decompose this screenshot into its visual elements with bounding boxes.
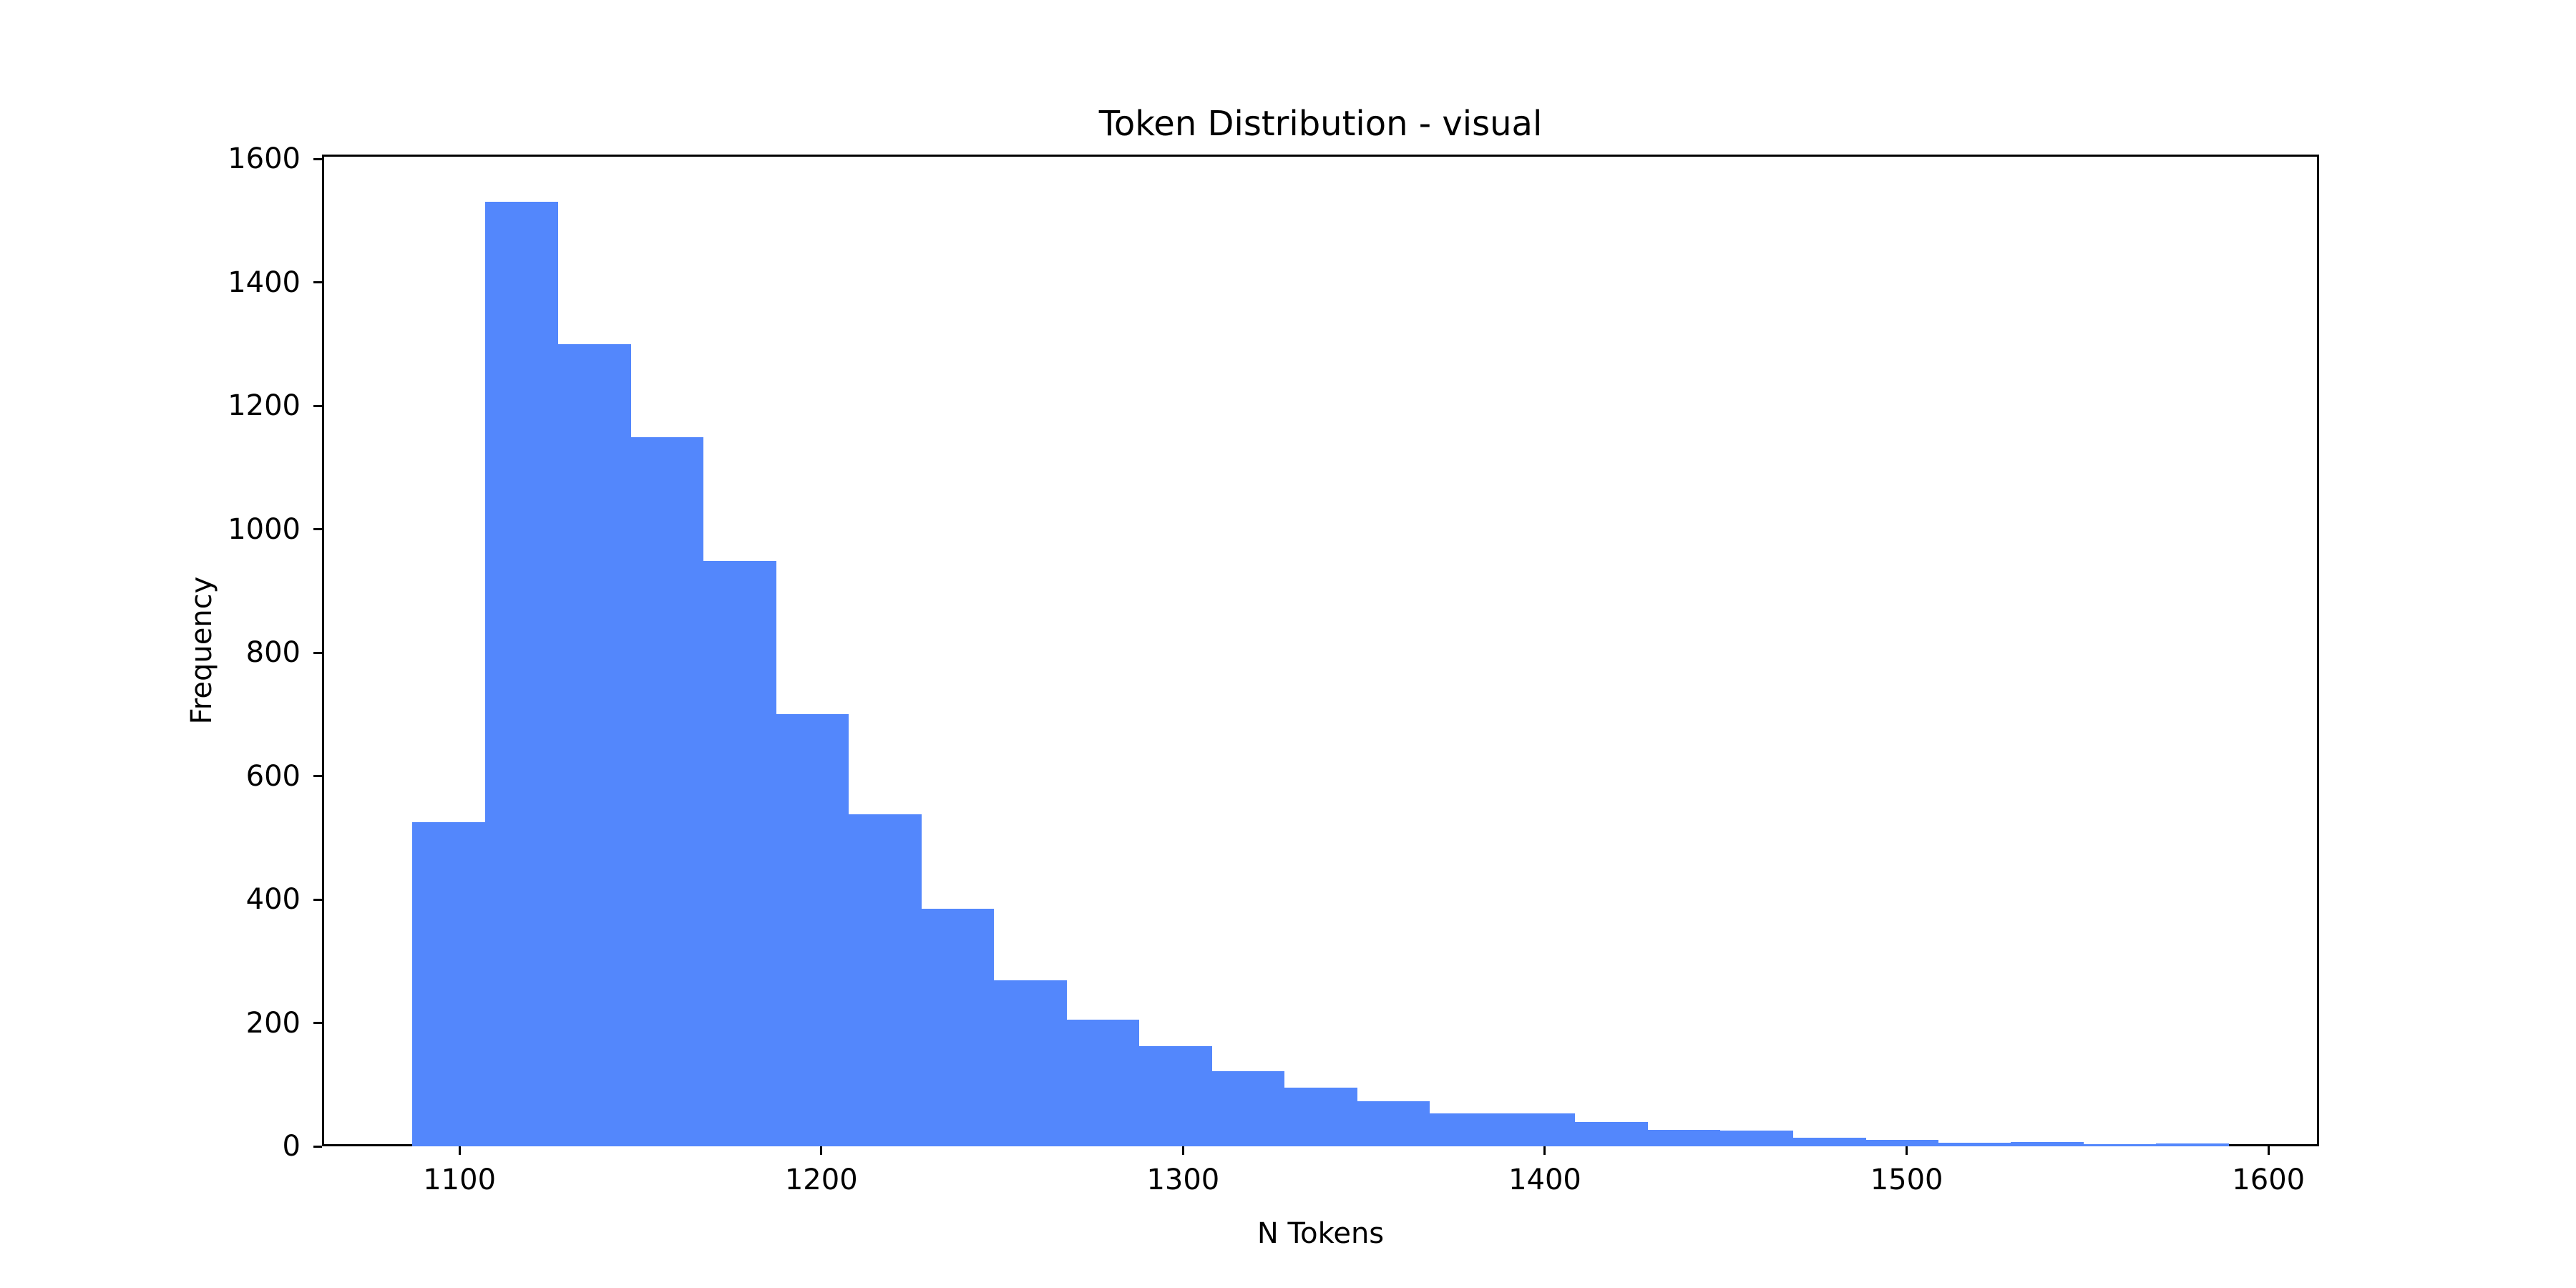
y-tick-label: 600 — [245, 759, 301, 793]
y-tick-label: 1400 — [228, 265, 301, 299]
x-tick-label: 1300 — [1146, 1163, 1220, 1196]
histogram-bars — [322, 155, 2319, 1146]
x-axis-label: N Tokens — [1257, 1217, 1385, 1250]
y-tick-label: 400 — [245, 883, 301, 916]
y-tick-mark — [313, 775, 322, 777]
y-tick-label: 1600 — [228, 142, 301, 176]
histogram-bar — [2156, 1143, 2230, 1146]
histogram-bar — [1938, 1142, 2011, 1146]
y-tick-mark — [313, 404, 322, 407]
y-tick-label: 1200 — [228, 389, 301, 423]
x-tick-mark — [1543, 1146, 1546, 1155]
y-axis-label: Frequency — [185, 576, 218, 725]
y-tick-mark — [313, 281, 322, 284]
histogram-bar — [848, 814, 922, 1146]
histogram-bar — [703, 561, 776, 1146]
histogram-bar — [1066, 1020, 1140, 1146]
y-tick-label: 0 — [282, 1130, 301, 1163]
x-tick-mark — [820, 1146, 823, 1155]
y-tick-mark — [313, 898, 322, 901]
y-tick-label: 200 — [245, 1006, 301, 1040]
x-tick-label: 1400 — [1508, 1163, 1581, 1196]
y-tick-mark — [313, 1022, 322, 1024]
histogram-bar — [484, 202, 559, 1146]
y-tick-mark — [313, 528, 322, 531]
histogram-bar — [1865, 1140, 1939, 1146]
x-tick-mark — [1906, 1146, 1908, 1155]
histogram-bar — [1357, 1101, 1430, 1146]
y-tick-mark — [313, 157, 322, 160]
y-tick-mark — [313, 1145, 322, 1148]
histogram-bar — [557, 343, 631, 1146]
histogram-bar — [776, 714, 849, 1146]
histogram-bar — [1574, 1121, 1648, 1146]
histogram-bar — [2083, 1144, 2157, 1146]
histogram-bar — [1792, 1137, 1866, 1146]
x-tick-label: 1200 — [784, 1163, 858, 1196]
histogram-bar — [1502, 1113, 1576, 1146]
y-tick-label: 800 — [245, 636, 301, 670]
histogram-bar — [921, 908, 995, 1146]
histogram-bar — [630, 437, 704, 1146]
x-tick-mark — [1181, 1146, 1184, 1155]
histogram-bar — [1429, 1113, 1503, 1146]
x-tick-label: 1100 — [423, 1163, 497, 1196]
histogram-bar — [1719, 1131, 1794, 1146]
y-tick-mark — [313, 651, 322, 654]
x-tick-mark — [458, 1146, 461, 1155]
histogram-bar — [1211, 1070, 1285, 1146]
histogram-bar — [1284, 1088, 1357, 1146]
x-tick-label: 1600 — [2232, 1163, 2306, 1196]
histogram-bar — [993, 980, 1067, 1146]
x-tick-mark — [2267, 1146, 2270, 1155]
chart-title: Token Distribution - visual — [1098, 104, 1543, 144]
histogram-bar — [2011, 1141, 2084, 1146]
histogram-bar — [412, 822, 486, 1146]
histogram-bar — [1647, 1129, 1721, 1146]
histogram-bar — [1138, 1046, 1212, 1146]
x-tick-label: 1500 — [1870, 1163, 1943, 1196]
y-tick-label: 1000 — [228, 512, 301, 546]
